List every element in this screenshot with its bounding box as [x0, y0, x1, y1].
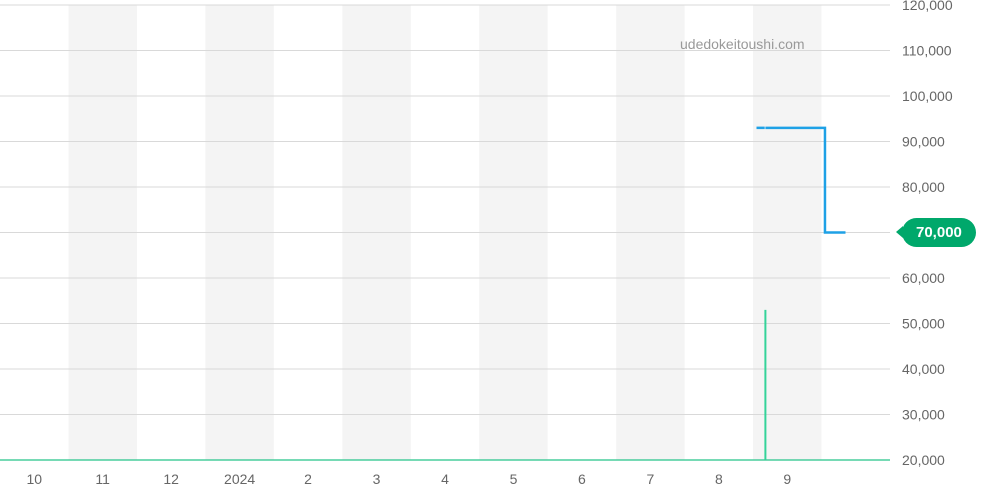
svg-text:9: 9: [783, 471, 791, 487]
svg-text:6: 6: [578, 471, 586, 487]
current-price-badge: 70,000: [902, 218, 976, 247]
svg-text:30,000: 30,000: [902, 407, 945, 423]
price-chart: 20,000 30,000 40,000 50,000 60,000 70,000 80,0…: [0, 0, 1000, 500]
current-price-value: 70,000: [916, 224, 962, 241]
svg-text:50,000: 50,000: [902, 316, 945, 332]
svg-text:10: 10: [26, 471, 42, 487]
svg-text:4: 4: [441, 471, 449, 487]
svg-text:2: 2: [304, 471, 312, 487]
svg-text:100,000: 100,000: [902, 88, 953, 104]
svg-text:80,000: 80,000: [902, 179, 945, 195]
svg-text:11: 11: [95, 471, 110, 487]
svg-text:3: 3: [373, 471, 381, 487]
svg-text:60,000: 60,000: [902, 270, 945, 286]
svg-text:5: 5: [510, 471, 518, 487]
svg-text:120,000: 120,000: [902, 0, 953, 13]
svg-text:90,000: 90,000: [902, 134, 945, 150]
svg-text:8: 8: [715, 471, 723, 487]
svg-text:20,000: 20,000: [902, 452, 945, 468]
svg-text:12: 12: [163, 471, 179, 487]
chart-svg: 20,000 30,000 40,000 50,000 60,000 70,000 80,0…: [0, 0, 1000, 500]
svg-text:2024: 2024: [224, 471, 255, 487]
svg-text:110,000: 110,000: [902, 43, 952, 59]
svg-text:7: 7: [646, 471, 654, 487]
svg-text:40,000: 40,000: [902, 361, 945, 377]
